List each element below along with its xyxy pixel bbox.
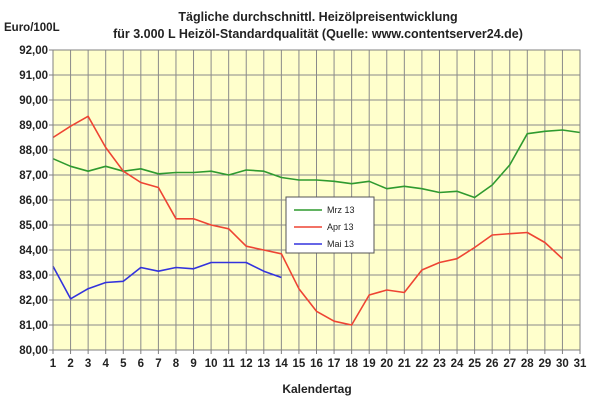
legend-label: Mai 13 (327, 239, 354, 249)
y-tick-label: 89,00 (19, 120, 48, 132)
x-tick-label: 29 (538, 358, 551, 370)
x-tick-label: 11 (223, 358, 236, 370)
x-tick-label: 4 (102, 358, 109, 370)
y-tick-label: 91,00 (19, 70, 48, 82)
x-tick-label: 24 (451, 358, 464, 370)
y-tick-label: 81,00 (19, 320, 48, 332)
legend: Mrz 13 Apr 13 Mai 13 (285, 196, 375, 254)
y-tick-label: 84,00 (19, 245, 48, 257)
x-tick-label: 28 (521, 358, 534, 370)
y-tick-label: 80,00 (19, 345, 48, 357)
x-tick-label: 6 (138, 358, 144, 370)
chart-subtitle: für 3.000 L Heizöl-Standardqualität (Que… (113, 27, 523, 41)
x-tick-label: 26 (486, 358, 499, 370)
y-tick-label: 90,00 (19, 95, 48, 107)
x-tick-label: 9 (190, 358, 196, 370)
x-tick-label: 17 (328, 358, 341, 370)
y-tick-label: 86,00 (19, 195, 48, 207)
series-lines (52, 115, 581, 326)
y-axis-ticks: 80,00 81,00 82,00 83,00 84,00 85,00 86,00 87,00… (19, 45, 53, 357)
series-line-apr-13 (52, 115, 563, 326)
x-tick-label: 25 (468, 358, 481, 370)
plot-border (52, 49, 581, 351)
series-line-mrz-13 (52, 129, 581, 199)
y-axis-label: Euro/100L (4, 22, 60, 34)
x-axis-label: Kalendertag (282, 382, 351, 396)
x-tick-label: 3 (85, 358, 91, 370)
y-tick-label: 87,00 (19, 170, 48, 182)
x-tick-label: 30 (556, 358, 569, 370)
x-tick-label: 16 (310, 358, 323, 370)
x-axis-ticks: 1 2 3 4 5 6 7 8 9 10 11 12 13 14 15 16 17 18 19 20 21 22 23 24 2… (50, 350, 587, 370)
y-tick-label: 85,00 (19, 220, 48, 232)
x-tick-label: 27 (503, 358, 516, 370)
x-tick-label: 8 (173, 358, 180, 370)
y-tick-label: 82,00 (19, 295, 48, 307)
x-tick-label: 1 (50, 358, 57, 370)
x-tick-label: 13 (257, 358, 270, 370)
y-tick-label: 83,00 (19, 270, 48, 282)
y-tick-label: 88,00 (19, 145, 48, 157)
x-tick-label: 5 (120, 358, 127, 370)
x-tick-label: 2 (67, 358, 73, 370)
x-tick-label: 10 (205, 358, 218, 370)
x-tick-label: 31 (574, 358, 587, 370)
x-tick-label: 14 (275, 358, 288, 370)
legend-label: Mrz 13 (327, 205, 355, 215)
chart-title: Tägliche durchschnittl. Heizölpreisentwi… (178, 10, 457, 24)
x-tick-label: 12 (240, 358, 253, 370)
x-tick-label: 21 (398, 358, 411, 370)
x-tick-label: 20 (380, 358, 393, 370)
x-tick-label: 22 (416, 358, 429, 370)
x-tick-label: 19 (363, 358, 376, 370)
legend-label: Apr 13 (327, 222, 354, 232)
x-tick-label: 18 (345, 358, 358, 370)
x-tick-label: 7 (155, 358, 161, 370)
series-line-mai-13 (52, 261, 282, 300)
y-tick-label: 92,00 (19, 45, 48, 57)
x-tick-label: 15 (293, 358, 306, 370)
x-tick-label: 23 (433, 358, 446, 370)
